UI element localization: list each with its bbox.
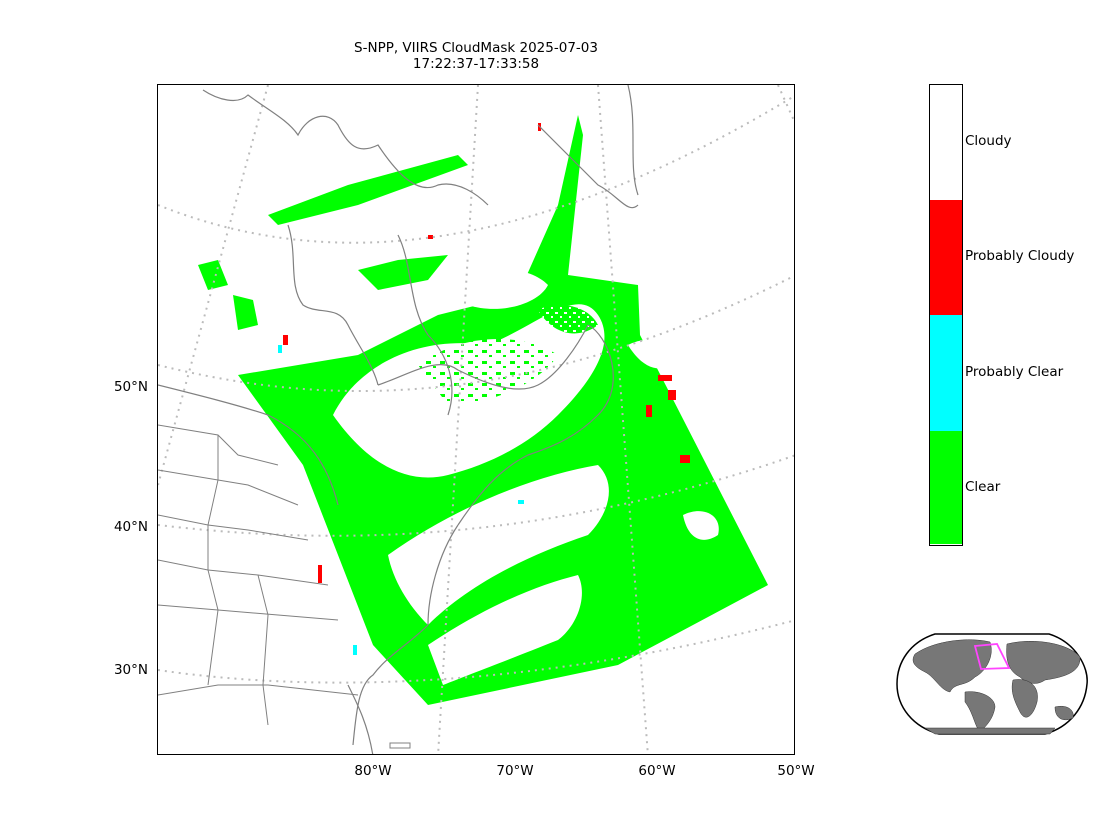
legend-label-clear: Clear [965,479,1001,495]
lon-label-60w: 60°W [638,763,676,779]
lat-label-50: 50°N [113,379,148,395]
figure-title: S-NPP, VIIRS CloudMask 2025-07-03 17:22:… [157,40,795,72]
coastlines [158,85,639,746]
state-borders [158,424,359,726]
cloud-mask-map [157,84,795,755]
legend-label-probably-clear: Probably Clear [965,364,1064,380]
lon-label-70w: 70°W [496,763,534,779]
legend-swatch-cloudy [930,85,962,200]
title-line-2: 17:22:37-17:33:58 [412,56,540,72]
lat-label-30: 30°N [113,662,148,678]
continents [912,639,1081,735]
lon-label-80w: 80°W [354,763,392,779]
legend-label-probably-cloudy: Probably Cloudy [965,248,1075,264]
legend-swatch-probably-clear [930,315,962,431]
world-overview-map [896,633,1088,735]
graticule [158,85,794,754]
legend-swatch-clear [930,431,962,544]
title-line-1: S-NPP, VIIRS CloudMask 2025-07-03 [354,40,598,56]
cloud-mask-legend [929,84,963,546]
swath-outline [973,643,1011,670]
lat-label-40: 40°N [113,519,148,535]
map-canvas [158,85,794,754]
legend-swatch-probably-cloudy [930,200,962,315]
swath-cloudy-areas [333,270,719,685]
legend-label-cloudy: Cloudy [965,133,1012,149]
lon-label-50w: 50°W [777,763,815,779]
